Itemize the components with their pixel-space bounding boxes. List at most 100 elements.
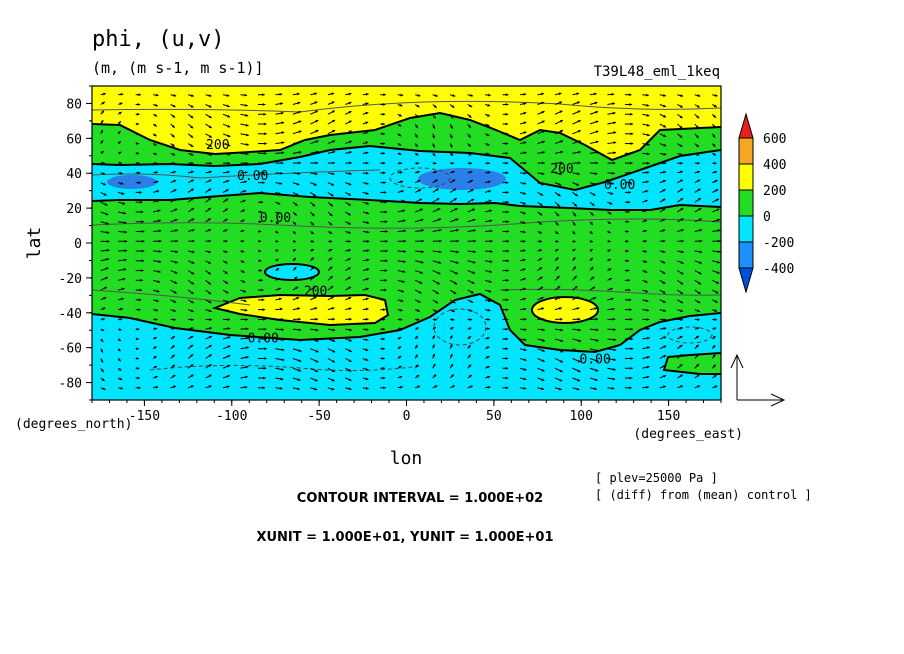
wind-vector-head [612,102,615,106]
wind-vector-head [454,271,458,275]
wind-vector-head [612,317,616,321]
wind-vector-head [663,93,666,97]
wind-vector-head [415,335,418,339]
wind-vector-head [541,120,545,124]
wind-vector-head [101,328,105,331]
wind-vector-head [523,131,527,135]
wind-vector-head [224,229,228,233]
wind-vector-head [119,161,122,165]
wind-vector-head [644,249,647,253]
wind-vector-head [330,286,334,289]
wind-vector-head [505,308,509,312]
wind-vector-head [697,385,701,388]
wind-vector-head [577,359,581,363]
wind-vector-head [539,221,543,225]
wind-vector-head [560,161,563,165]
wind-vector-head [489,239,493,243]
wind-vector-head [136,112,140,116]
wind-vector-head [471,281,475,284]
wind-vector-head [208,170,212,174]
wind-vector-head [281,338,285,342]
wind-vector-head [697,309,701,313]
contour-line-north-zero-upper [92,144,721,192]
wind-vector-head [680,250,684,254]
wind-vector-head [157,209,161,213]
wind-vector-head [331,387,335,391]
wind-vector-head [646,336,650,340]
wind-vector-head [100,140,104,144]
wind-vector-head [245,327,249,331]
wind-vector-head [679,179,683,183]
wind-vector-head [663,318,667,322]
wind-vector-head [241,260,245,263]
wind-vector-head [172,327,176,331]
wind-vector-head [227,143,231,147]
wind-vector-head [420,271,424,274]
wind-vector-head [172,375,176,378]
wind-vector-head [663,336,667,340]
wind-vector-head [382,376,386,380]
wind-vector-head [630,132,634,136]
wind-vector-head [699,250,703,254]
wind-vector-head [330,296,334,300]
wind-vector-head [331,183,335,186]
wind-vector-head [120,307,123,311]
wind-vector-head [662,189,666,192]
wind-vector-head [680,271,684,275]
wind-vector-head [416,161,420,165]
contour-fill-cyan-south [92,294,721,400]
wind-vector-head [646,327,650,331]
wind-vector-head [225,281,229,284]
wind-vector-head [714,170,718,174]
wind-vector-head [541,368,545,372]
wind-vector-head [106,258,110,261]
wind-vector-head [155,385,159,389]
wind-vector-head [522,221,526,224]
wind-vector-head [119,317,123,321]
wind-vector-head [542,151,545,154]
wind-vector-head [486,133,490,137]
wind-vector-head [103,286,107,290]
wind-vector-head [505,142,509,146]
wind-vector-head [281,358,285,362]
wind-vector-head [226,300,230,303]
wind-vector-head [486,365,490,369]
wind-vector-head [452,179,456,183]
wind-vector-head [402,260,406,263]
wind-vector-head [663,152,667,156]
wind-vector-head [242,199,246,203]
wind-vector-head [680,281,684,285]
wind-vector-head [348,182,352,186]
wind-vector-head [572,231,576,235]
wind-vector-head [594,101,598,105]
wind-vector-head [225,189,229,192]
wind-vector-head [262,93,265,97]
wind-vector-head [573,213,577,217]
wind-vector-head [608,211,612,215]
wind-vector-head [348,338,352,342]
wind-vector-head [224,208,228,212]
y-tick-label: -20 [59,272,82,287]
wind-vector-head [487,171,491,174]
wind-vector-head [402,270,406,274]
wind-vector-head [523,338,527,342]
wind-vector-head [607,221,611,224]
wind-vector-head [717,218,721,222]
wind-vector-head [415,114,419,118]
wind-vector-head [280,102,284,106]
wind-vector-head [577,378,581,382]
wind-vector-head [296,92,300,96]
wind-vector-head [595,140,599,144]
wind-vector-head [190,374,194,378]
wind-vector-head [472,218,476,222]
wind-vector-head [331,369,335,373]
wind-vector-head [141,259,145,263]
wind-vector-head [556,203,560,207]
wind-vector-head [695,144,699,148]
wind-vector-head [399,161,403,165]
wind-vector-head [347,230,351,234]
wind-vector-head [613,141,617,145]
wind-vector-head [715,189,719,192]
wind-vector-head [487,180,491,184]
wind-vector-head [227,318,231,322]
